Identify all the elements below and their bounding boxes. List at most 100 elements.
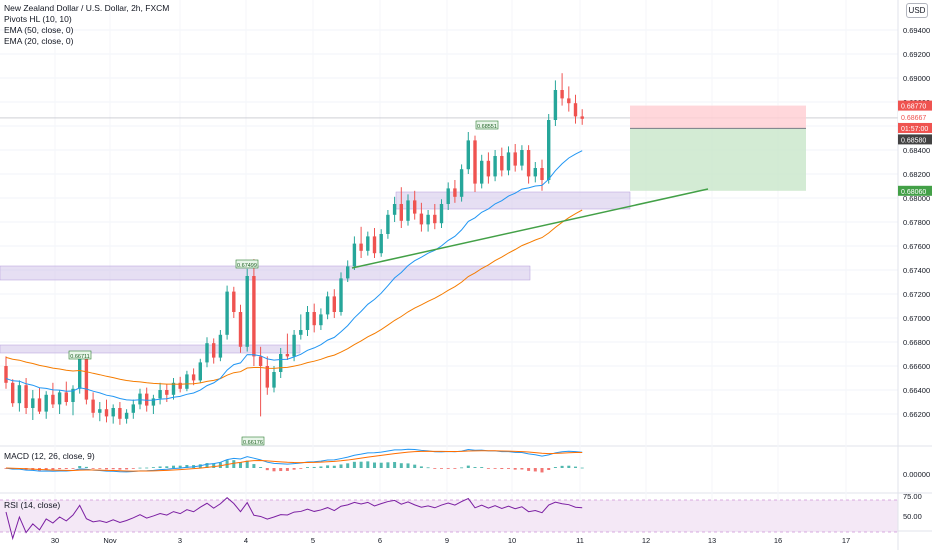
macd-histogram-bar xyxy=(125,468,129,470)
macd-histogram-bar xyxy=(553,467,557,468)
candle-body xyxy=(379,234,383,254)
price-tick-label: 0.66200 xyxy=(903,410,930,419)
macd-histogram-bar xyxy=(352,461,356,468)
macd-histogram-bar xyxy=(332,465,336,468)
long-position-tool[interactable] xyxy=(630,105,806,191)
candle-body xyxy=(265,366,269,388)
macd-histogram-bar xyxy=(466,465,470,468)
candle-body xyxy=(520,150,524,166)
candle-body xyxy=(305,312,310,330)
macd-histogram-bar xyxy=(507,468,510,469)
time-tick-label: 3 xyxy=(178,536,182,545)
countdown-tag: 01:57:00 xyxy=(901,126,928,133)
macd-histogram-bar xyxy=(285,468,289,471)
candle-body xyxy=(533,168,537,177)
macd-histogram-bar xyxy=(44,468,48,470)
price-tick-label: 0.66600 xyxy=(903,362,930,371)
macd-histogram-bar xyxy=(232,460,236,468)
time-tick-label: 4 xyxy=(244,536,248,545)
candle-body xyxy=(238,312,243,347)
candle-body xyxy=(299,330,303,335)
macd-pane: 0.00000 xyxy=(4,448,930,479)
macd-histogram-bar xyxy=(346,463,350,468)
candle-body xyxy=(439,204,444,224)
time-axis[interactable]: 30 Nov 3 4 5 6 9 10 11 12 13 16 17 xyxy=(51,536,850,545)
macd-histogram-bar xyxy=(527,468,531,471)
candle-body xyxy=(526,150,531,177)
macd-histogram-bar xyxy=(259,467,263,468)
candle-body xyxy=(64,392,68,402)
candle-body xyxy=(366,236,370,251)
indicator-pivots-hl[interactable]: Pivots HL (10, 10) xyxy=(4,14,72,24)
candle-body xyxy=(580,116,584,119)
symbol-title[interactable]: New Zealand Dollar / U.S. Dollar, 2h, FX… xyxy=(4,3,170,13)
candle-body xyxy=(245,276,249,347)
countdown-tag-bg xyxy=(898,122,932,133)
candle-body xyxy=(104,409,109,417)
candle-body xyxy=(198,362,202,381)
candle-body xyxy=(111,408,115,417)
candle-body xyxy=(191,374,196,381)
candle-body xyxy=(252,276,256,357)
price-axis[interactable]: 0.694000.690000.686000.682000.678000.674… xyxy=(897,0,932,550)
candle-body xyxy=(11,382,15,404)
rsi-label[interactable]: RSI (14, close) xyxy=(4,500,61,510)
macd-histogram-bar xyxy=(105,468,108,470)
candle-body xyxy=(258,356,263,366)
macd-histogram-bar xyxy=(265,468,269,471)
candle-body xyxy=(212,343,216,358)
macd-histogram-bar xyxy=(279,468,283,472)
macd-histogram-bar xyxy=(540,468,544,473)
current-price-tag-bg xyxy=(898,111,932,122)
macd-histogram-bar xyxy=(426,467,430,469)
macd-histogram-bar xyxy=(51,468,55,470)
rsi-tick-label: 75.00 xyxy=(903,492,922,501)
candle-body xyxy=(386,214,390,234)
trend-line[interactable] xyxy=(351,188,709,269)
candle-body xyxy=(225,291,229,335)
rsi-pane xyxy=(0,497,898,541)
candle-body xyxy=(91,399,95,413)
candle-body xyxy=(486,160,491,177)
candle-body xyxy=(292,334,296,357)
candle-body xyxy=(319,314,323,326)
target-price-tag: 0.68060 xyxy=(901,189,926,196)
pivot-label-box xyxy=(241,436,265,446)
candle-body xyxy=(466,140,470,170)
macd-histogram-bar xyxy=(272,468,276,472)
currency-button[interactable]: USD xyxy=(906,3,928,18)
time-tick-label: 10 xyxy=(508,536,516,545)
candle-body xyxy=(513,152,517,166)
macd-histogram-bar xyxy=(413,464,417,468)
candle-body xyxy=(392,204,397,215)
macd-histogram-bar xyxy=(71,468,75,469)
macd-histogram-bar xyxy=(165,466,169,468)
macd-label[interactable]: MACD (12, 26, close, 9) xyxy=(4,451,95,461)
candle-body xyxy=(325,296,330,315)
time-tick-label: 17 xyxy=(842,536,850,545)
candle-body xyxy=(118,408,122,419)
macd-histogram-bar xyxy=(151,467,155,468)
time-tick-label: Nov xyxy=(103,536,117,545)
indicator-ema-50[interactable]: EMA (50, close, 0) xyxy=(4,25,74,35)
price-tick-label: 0.68200 xyxy=(903,170,930,179)
macd-histogram-bar xyxy=(393,462,397,468)
macd-histogram-bar xyxy=(138,467,142,469)
pivot-labels: 0.66711 0.67499 0.68551 0.66176 xyxy=(68,120,499,446)
candle-body xyxy=(145,393,149,406)
macd-histogram-bar xyxy=(118,468,122,470)
macd-histogram-bar xyxy=(373,462,376,468)
indicator-ema-20[interactable]: EMA (20, close, 0) xyxy=(4,36,74,46)
pivot-label-text: 0.67499 xyxy=(237,263,257,269)
candle-body xyxy=(205,343,209,363)
macd-histogram-bar xyxy=(312,466,316,468)
candle-body xyxy=(480,160,484,184)
pivot-label-box xyxy=(235,259,259,269)
pivot-label-box xyxy=(68,350,92,360)
macd-histogram-bar xyxy=(574,466,577,468)
macd-histogram-bar xyxy=(131,468,135,469)
macd-histogram-bar xyxy=(533,468,537,472)
candlestick-series xyxy=(4,73,584,425)
candle-body xyxy=(31,398,35,408)
